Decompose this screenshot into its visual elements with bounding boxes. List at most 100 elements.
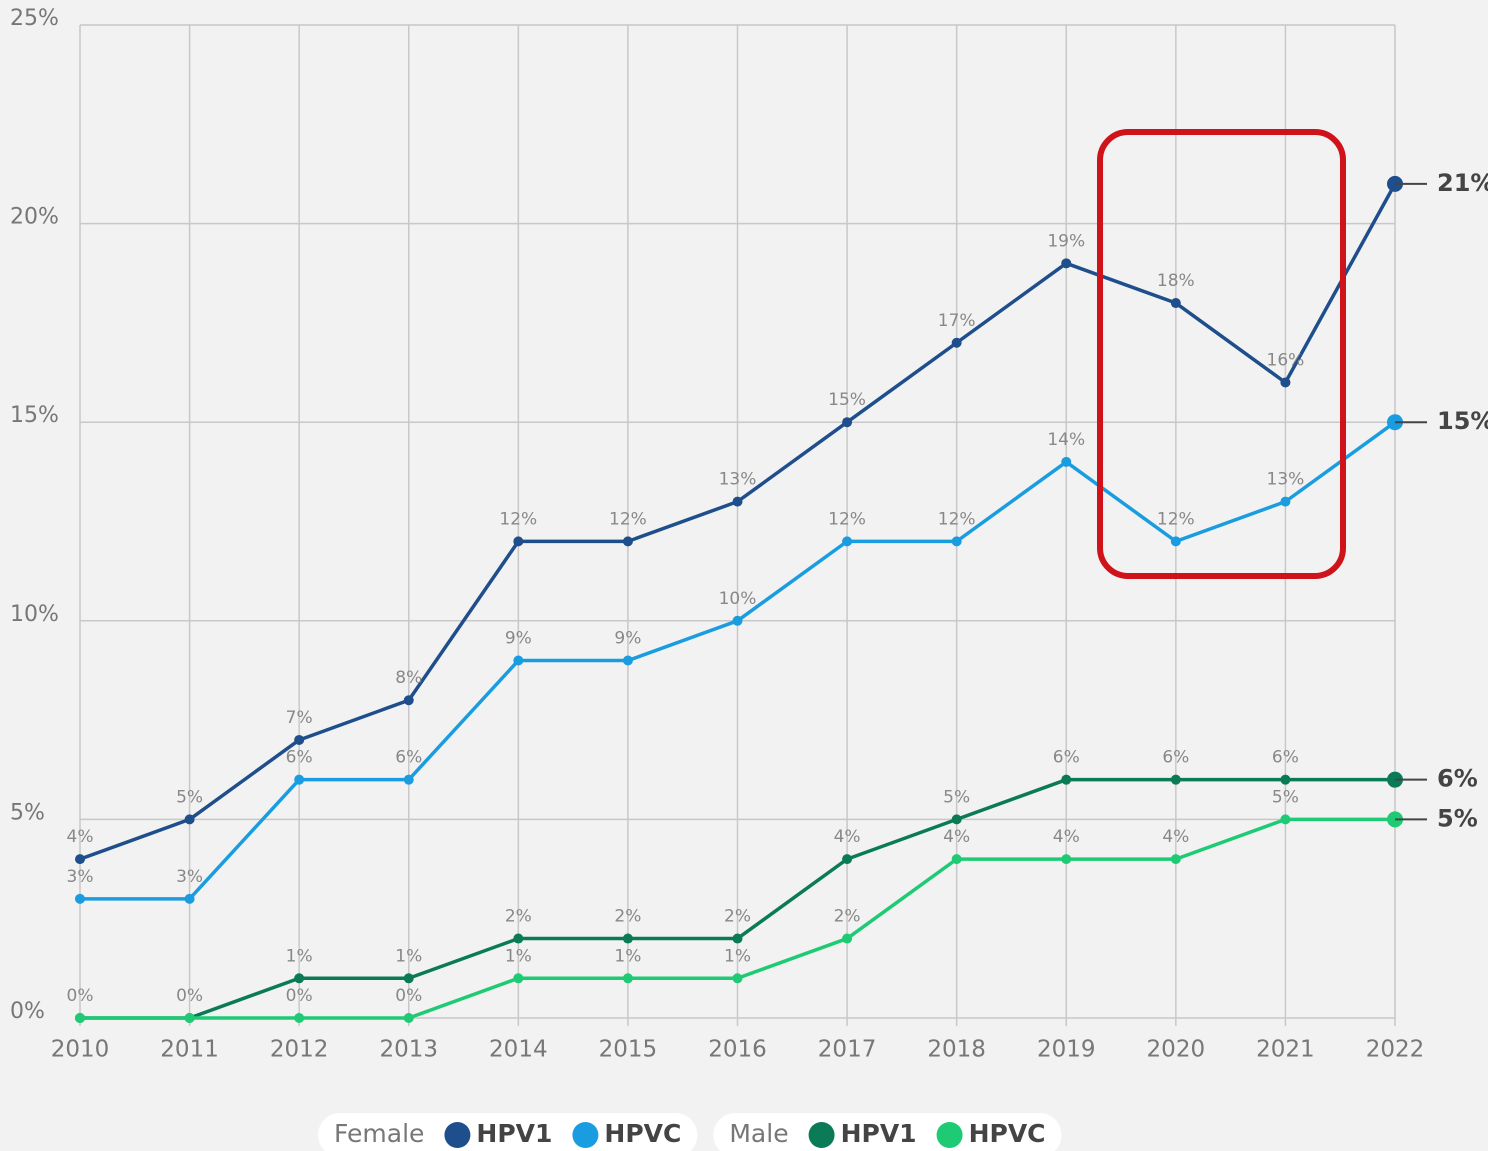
data-point	[1061, 854, 1072, 865]
data-point	[842, 417, 853, 428]
y-tick-label: 0%	[10, 999, 45, 1024]
value-label: 1%	[614, 946, 641, 966]
value-label: 14%	[1047, 430, 1085, 450]
value-label: 6%	[395, 748, 422, 768]
value-label: 2%	[724, 907, 751, 927]
x-tick-label: 2019	[1037, 1037, 1096, 1063]
y-tick-label: 10%	[10, 602, 59, 627]
value-label: 4%	[834, 827, 861, 847]
data-point	[951, 814, 962, 825]
legend-group: Female HPV1 HPVC	[318, 1113, 698, 1151]
data-point	[75, 893, 85, 904]
data-point	[184, 1013, 195, 1023]
value-label: 1%	[286, 946, 313, 966]
legend-label: HPV1	[476, 1119, 552, 1148]
lines: 4% 5% 7% 8% 12% 12% 13% 15% 17% 19% 18% 16% 21% 3% 3% 6…	[67, 169, 1488, 1023]
data-point	[1280, 377, 1291, 388]
data-point	[951, 854, 962, 865]
value-label: 4%	[1053, 827, 1080, 847]
legend-swatch	[572, 1122, 599, 1148]
value-label: 10%	[719, 589, 757, 609]
value-label: 12%	[609, 509, 647, 529]
data-point	[842, 933, 853, 944]
value-label: 6%	[286, 748, 313, 768]
data-point	[622, 933, 633, 944]
data-point	[75, 854, 85, 865]
data-point	[1280, 496, 1291, 507]
value-label: 15%	[828, 390, 866, 410]
value-label: 17%	[938, 311, 976, 331]
value-label: 0%	[67, 986, 94, 1006]
data-point	[1061, 456, 1072, 467]
data-point	[513, 655, 524, 666]
value-label: 9%	[505, 629, 532, 649]
y-tick-label: 15%	[10, 403, 59, 428]
value-label: 12%	[499, 509, 537, 529]
value-label: 9%	[614, 629, 641, 649]
end-label: 21%	[1437, 169, 1488, 197]
data-point	[1061, 258, 1072, 269]
value-label: 2%	[505, 907, 532, 927]
value-label: 5%	[943, 787, 970, 807]
value-label: 2%	[614, 907, 641, 927]
x-tick-label: 2016	[708, 1037, 767, 1063]
value-label: 1%	[395, 946, 422, 966]
end-label: 6%	[1437, 765, 1478, 793]
data-point	[732, 933, 743, 944]
data-point	[732, 615, 743, 626]
value-label: 0%	[395, 986, 422, 1006]
x-tick-label: 2018	[927, 1037, 986, 1063]
legend-group: Male HPV1 HPVC	[713, 1113, 1062, 1151]
x-tick-label: 2012	[270, 1037, 329, 1063]
data-point	[403, 973, 414, 984]
value-label: 4%	[1162, 827, 1189, 847]
legend-label: HPV1	[841, 1119, 917, 1148]
data-point	[403, 695, 414, 706]
y-tick-label: 20%	[10, 205, 59, 230]
legend-swatch	[444, 1122, 471, 1148]
data-point	[513, 933, 524, 944]
data-point	[403, 1013, 414, 1023]
value-label: 6%	[1272, 748, 1299, 768]
data-point	[732, 496, 743, 507]
legend-pill	[713, 1113, 1062, 1151]
value-label: 12%	[828, 509, 866, 529]
highlight-box	[1097, 129, 1346, 579]
data-point	[294, 1013, 305, 1023]
data-point	[184, 814, 195, 825]
x-tick-label: 2017	[818, 1037, 877, 1063]
value-label: 12%	[938, 509, 976, 529]
legend-group-label: Male	[729, 1119, 788, 1148]
data-point	[1170, 854, 1181, 865]
value-label: 6%	[1053, 748, 1080, 768]
x-tick-label: 2010	[51, 1037, 110, 1063]
data-point	[513, 536, 524, 547]
value-label: 6%	[1162, 748, 1189, 768]
legend-label: HPVC	[969, 1119, 1046, 1148]
data-point	[951, 337, 962, 348]
data-point	[184, 893, 195, 904]
value-label: 3%	[176, 867, 203, 887]
data-point	[403, 774, 414, 785]
legend-swatch	[808, 1122, 835, 1148]
value-label: 1%	[724, 946, 751, 966]
x-tick-label: 2014	[489, 1037, 548, 1063]
data-point	[842, 854, 853, 865]
value-label: 16%	[1267, 350, 1305, 370]
end-label: 15%	[1437, 407, 1488, 435]
value-label: 13%	[719, 470, 757, 490]
end-label: 5%	[1437, 804, 1478, 832]
data-point	[622, 536, 633, 547]
data-point	[1280, 774, 1291, 785]
value-label: 0%	[176, 986, 203, 1006]
x-tick-label: 2013	[379, 1037, 438, 1063]
x-tick-label: 2011	[160, 1037, 219, 1063]
value-label: 2%	[834, 907, 861, 927]
legend-swatch	[936, 1122, 963, 1148]
value-label: 12%	[1157, 509, 1195, 529]
y-tick-label: 25%	[10, 6, 59, 31]
value-label: 3%	[67, 867, 94, 887]
data-point	[294, 734, 305, 745]
legend-group-label: Female	[334, 1119, 424, 1148]
value-label: 19%	[1047, 231, 1085, 251]
